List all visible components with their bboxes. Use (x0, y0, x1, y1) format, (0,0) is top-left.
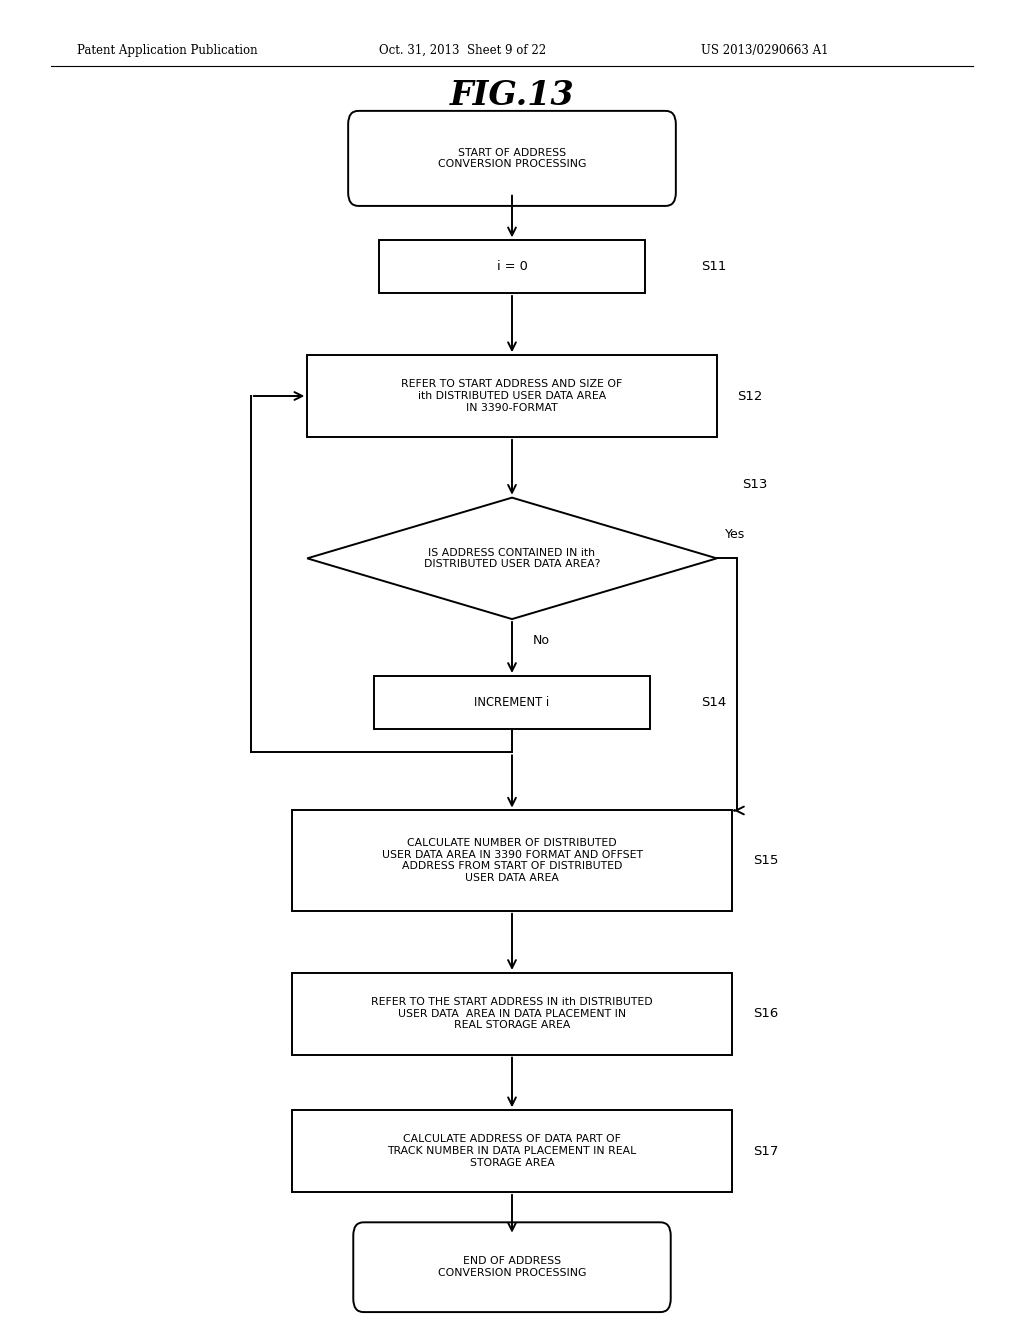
Text: CALCULATE ADDRESS OF DATA PART OF
TRACK NUMBER IN DATA PLACEMENT IN REAL
STORAGE: CALCULATE ADDRESS OF DATA PART OF TRACK … (387, 1134, 637, 1168)
Bar (292, 1110, 732, 1192)
FancyBboxPatch shape (353, 1222, 671, 1312)
Text: REFER TO THE START ADDRESS IN ith DISTRIBUTED
USER DATA  AREA IN DATA PLACEMENT : REFER TO THE START ADDRESS IN ith DISTRI… (371, 997, 653, 1031)
Text: Yes: Yes (725, 528, 745, 541)
Text: INCREMENT i: INCREMENT i (474, 696, 550, 709)
Text: END OF ADDRESS
CONVERSION PROCESSING: END OF ADDRESS CONVERSION PROCESSING (438, 1257, 586, 1278)
Text: IS ADDRESS CONTAINED IN ith
DISTRIBUTED USER DATA AREA?: IS ADDRESS CONTAINED IN ith DISTRIBUTED … (424, 548, 600, 569)
Polygon shape (307, 498, 717, 619)
Text: S13: S13 (742, 478, 768, 491)
Text: REFER TO START ADDRESS AND SIZE OF
ith DISTRIBUTED USER DATA AREA
IN 3390-FORMAT: REFER TO START ADDRESS AND SIZE OF ith D… (401, 379, 623, 413)
Bar (374, 676, 650, 729)
Text: S12: S12 (737, 389, 763, 403)
Text: CALCULATE NUMBER OF DISTRIBUTED
USER DATA AREA IN 3390 FORMAT AND OFFSET
ADDRESS: CALCULATE NUMBER OF DISTRIBUTED USER DAT… (382, 838, 642, 883)
Bar (379, 240, 645, 293)
Text: US 2013/0290663 A1: US 2013/0290663 A1 (701, 44, 829, 57)
Text: i = 0: i = 0 (497, 260, 527, 273)
Text: Patent Application Publication: Patent Application Publication (77, 44, 257, 57)
Text: START OF ADDRESS
CONVERSION PROCESSING: START OF ADDRESS CONVERSION PROCESSING (438, 148, 586, 169)
Text: No: No (532, 635, 550, 647)
Text: Oct. 31, 2013  Sheet 9 of 22: Oct. 31, 2013 Sheet 9 of 22 (379, 44, 546, 57)
Text: S17: S17 (753, 1144, 778, 1158)
Text: S14: S14 (701, 696, 727, 709)
Bar (292, 810, 732, 911)
Text: S16: S16 (753, 1007, 778, 1020)
Text: FIG.13: FIG.13 (450, 79, 574, 112)
FancyBboxPatch shape (348, 111, 676, 206)
Bar (292, 973, 732, 1055)
Bar (307, 355, 717, 437)
Text: S15: S15 (753, 854, 778, 867)
Text: S11: S11 (701, 260, 727, 273)
